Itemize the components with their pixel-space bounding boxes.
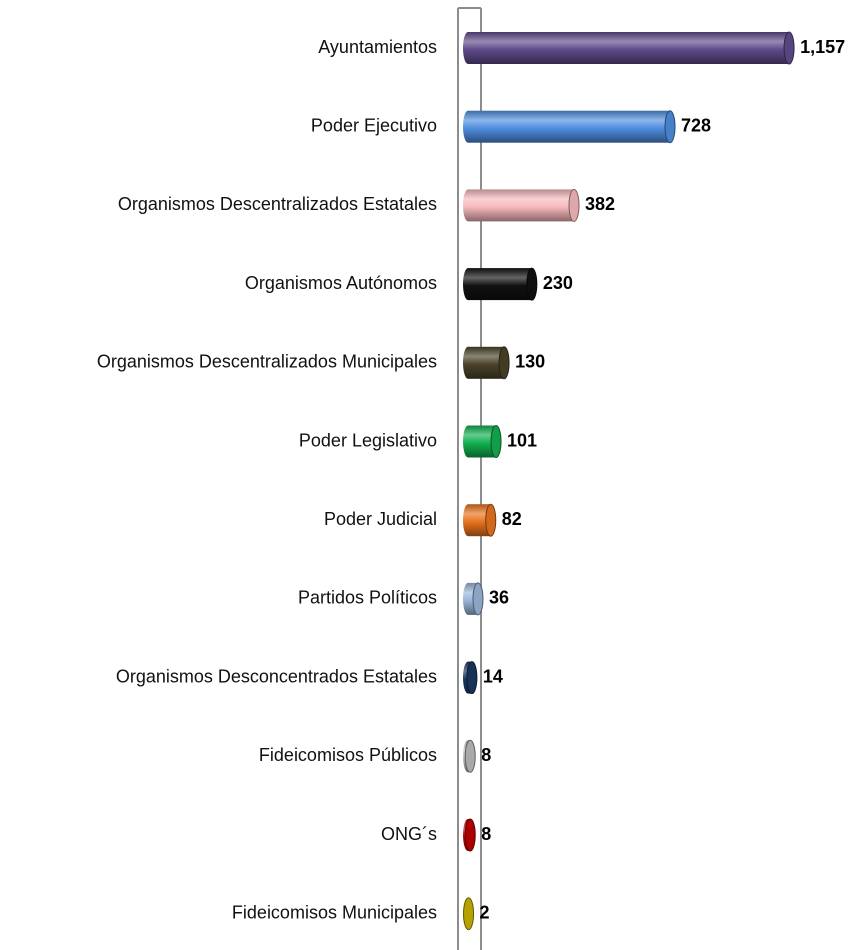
bar	[463, 267, 538, 301]
bar	[463, 897, 475, 931]
y-tick-label: Poder Ejecutivo	[311, 115, 437, 135]
bar	[463, 346, 510, 380]
bar-cap	[463, 897, 475, 931]
value-label: 8	[481, 824, 491, 844]
bar-body	[468, 504, 491, 537]
bar-cap	[464, 739, 476, 773]
value-label: 82	[502, 509, 522, 529]
value-label: 101	[507, 430, 537, 450]
bar-cap	[464, 818, 476, 852]
value-label: 130	[515, 352, 545, 372]
value-label: 2	[480, 902, 490, 922]
bar	[463, 739, 476, 773]
y-tick-label: Organismos Desconcentrados Estatales	[116, 666, 437, 686]
y-tick-label: Poder Judicial	[324, 509, 437, 529]
value-label: 36	[489, 588, 509, 608]
y-tick-label: ONG´s	[381, 824, 437, 844]
bar-cap	[466, 661, 478, 695]
y-tick-label: Organismos Autónomos	[245, 273, 437, 293]
bar	[463, 188, 580, 222]
bar-cap	[568, 188, 580, 222]
bar-body	[468, 268, 532, 301]
bar	[463, 582, 484, 616]
bar-body	[468, 189, 575, 222]
bar-body	[468, 32, 790, 64]
bar-body	[468, 110, 671, 143]
bar-cap	[485, 503, 497, 537]
y-tick-label: Fideicomisos Municipales	[232, 902, 437, 922]
bar-cap	[783, 31, 795, 65]
bar-cap	[664, 110, 676, 144]
bar	[463, 110, 676, 144]
bar	[463, 661, 478, 695]
bar	[463, 425, 502, 458]
value-label: 14	[483, 666, 503, 686]
bar-cap	[526, 267, 538, 301]
y-tick-label: Fideicomisos Públicos	[259, 745, 437, 765]
value-label: 728	[681, 115, 711, 135]
bar	[463, 31, 795, 65]
y-tick-label: Partidos Políticos	[298, 588, 437, 608]
bar	[463, 503, 497, 537]
value-label: 230	[543, 273, 573, 293]
value-label: 382	[585, 194, 615, 214]
bar-cap	[490, 425, 502, 458]
y-tick-label: Poder Legislativo	[299, 430, 437, 450]
bar-body	[468, 346, 505, 379]
value-label: 8	[481, 745, 491, 765]
bar	[463, 818, 476, 852]
y-tick-label: Ayuntamientos	[318, 37, 437, 57]
bar-cap	[472, 582, 484, 616]
bar-cap	[498, 346, 510, 380]
y-tick-label: Organismos Descentralizados Municipales	[97, 352, 437, 372]
value-label: 1,157	[800, 37, 845, 57]
y-tick-label: Organismos Descentralizados Estatales	[118, 194, 437, 214]
